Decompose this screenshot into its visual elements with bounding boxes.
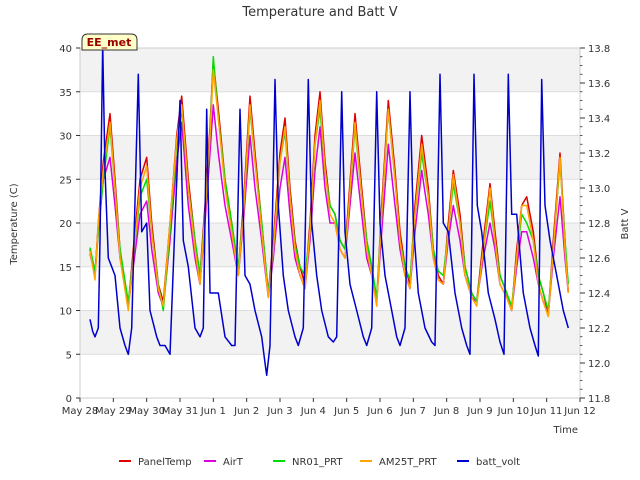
y-tick-label: 5 [66, 350, 72, 361]
x-tick-label: May 30 [128, 406, 165, 417]
series-line-paneltemp [89, 60, 570, 316]
y-tick-label: 0 [66, 394, 72, 405]
y-tick-label: 20 [59, 219, 72, 230]
chart-title: Temperature and Batt V [241, 5, 397, 20]
x-tick-label: May 29 [95, 406, 132, 417]
y2-tick-label: 12.4 [588, 289, 610, 300]
legend-label: batt_volt [476, 457, 520, 468]
x-tick-label: Jun 7 [400, 406, 426, 417]
y2-tick-label: 12.6 [588, 254, 610, 265]
y-tick-label: 10 [59, 307, 72, 318]
y2-axis-label: Batt V [620, 208, 631, 239]
y-axis-left: 0 5 10 15 20 25 30 35 40 [59, 44, 80, 405]
y2-tick-label: 12.0 [588, 359, 610, 370]
station-badge-label: EE_met [87, 36, 132, 49]
x-tick-label: May 31 [162, 406, 199, 417]
y-tick-label: 35 [59, 88, 72, 99]
y2-tick-label: 12.2 [588, 324, 610, 335]
x-tick-label: Jun 9 [466, 406, 492, 417]
y-tick-label: 40 [59, 44, 72, 55]
y2-tick-label: 13.4 [588, 114, 610, 125]
series-line-am25t-prt [89, 69, 570, 318]
series-line-nr01-prt [89, 56, 570, 312]
station-badge: EE_met [81, 33, 138, 51]
x-tick-label: Jun 3 [266, 406, 292, 417]
y2-tick-label: 12.8 [588, 219, 610, 230]
x-tick-label: Jun 8 [433, 406, 459, 417]
x-tick-label: Jun 6 [366, 406, 392, 417]
x-tick-label: Jun 5 [333, 406, 359, 417]
y-tick-label: 15 [59, 263, 72, 274]
y-tick-label: 30 [59, 132, 72, 143]
background-band [80, 310, 580, 355]
legend-label: NR01_PRT [292, 457, 343, 468]
y2-tick-label: 13.8 [588, 44, 610, 55]
x-axis-label: Time [553, 425, 578, 436]
background-band [80, 48, 580, 92]
x-tick-label: May 28 [62, 406, 99, 417]
x-tick-label: Jun 11 [530, 406, 563, 417]
y2-tick-label: 13.6 [588, 79, 610, 90]
background-band [80, 135, 580, 180]
x-tick-label: Jun 4 [300, 406, 326, 417]
series-lines [89, 43, 570, 377]
x-tick-label: Jun 2 [233, 406, 259, 417]
y-axis-label: Temperature (C) [9, 183, 20, 265]
x-tick-label: Jun 1 [200, 406, 226, 417]
legend-label: AirT [223, 457, 244, 468]
y-axis-right: 11.8 12.0 12.2 12.4 12.6 12.8 13.0 13.2 13.4 13.6… [580, 44, 610, 405]
y2-tick-label: 11.8 [588, 394, 610, 405]
legend-label: PanelTemp [138, 457, 192, 468]
y2-tick-label: 13.0 [588, 184, 610, 195]
y2-tick-label: 13.2 [588, 149, 610, 160]
legend: PanelTemp AirT NR01_PRT AM25T_PRT batt_volt [119, 457, 520, 468]
y-tick-label: 25 [59, 175, 72, 186]
series-line-batt-volt [89, 43, 570, 377]
x-tick-label: Jun 10 [497, 406, 530, 417]
x-tick-label: Jun 12 [563, 406, 596, 417]
legend-label: AM25T_PRT [379, 457, 438, 468]
series-line-airt [89, 104, 570, 316]
